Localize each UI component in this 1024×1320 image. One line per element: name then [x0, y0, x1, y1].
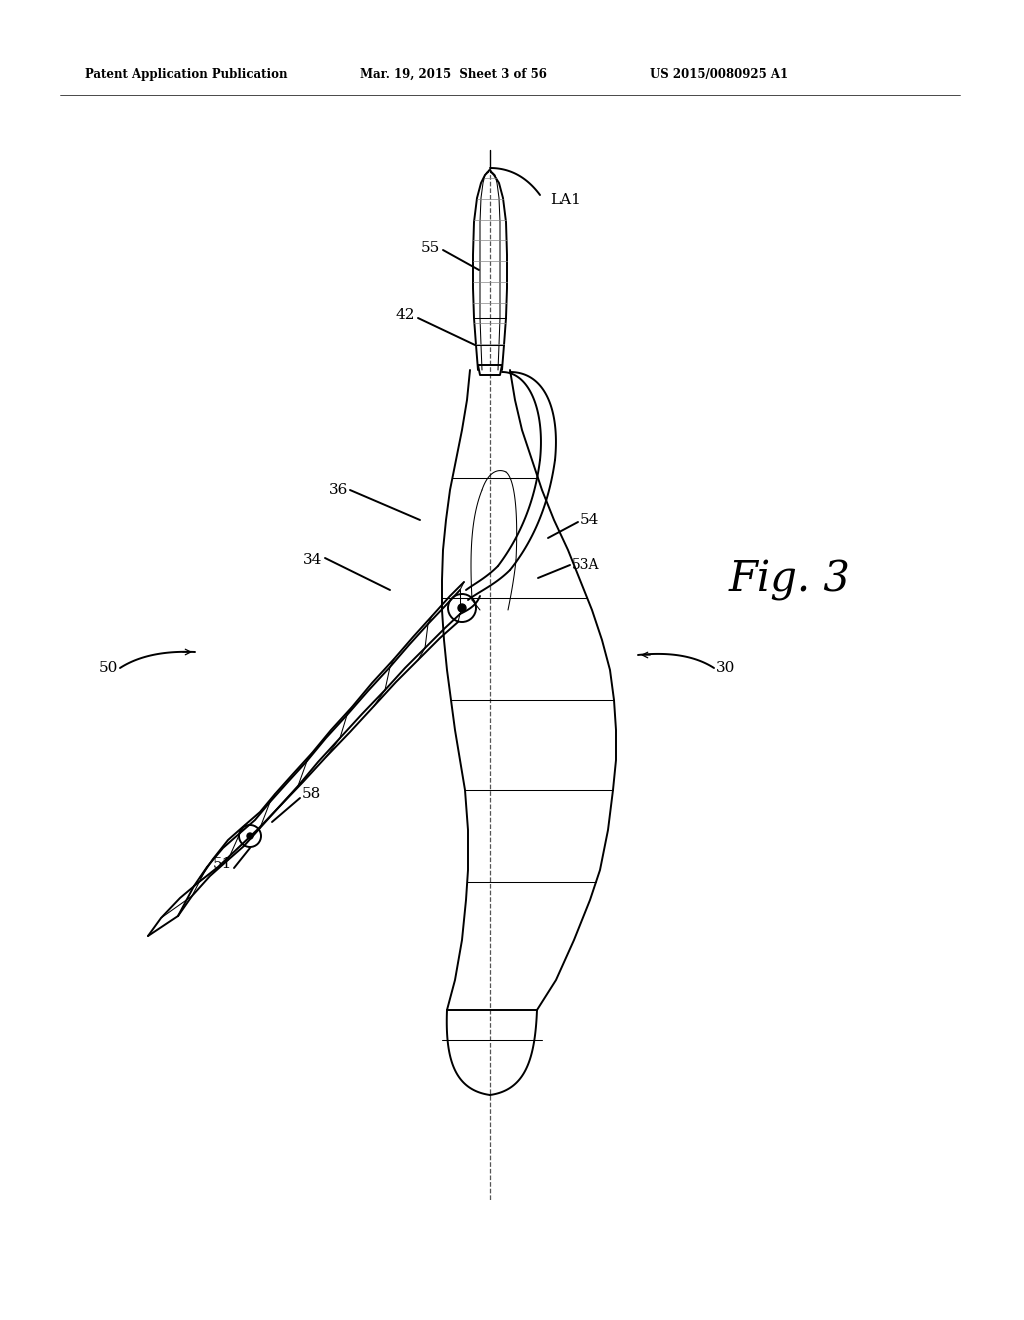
- Text: 51: 51: [213, 857, 232, 871]
- Text: 34: 34: [303, 553, 322, 568]
- Circle shape: [458, 605, 466, 612]
- Text: 36: 36: [329, 483, 348, 498]
- Text: Fig. 3: Fig. 3: [729, 558, 851, 601]
- Text: Mar. 19, 2015  Sheet 3 of 56: Mar. 19, 2015 Sheet 3 of 56: [360, 69, 547, 81]
- Text: 42: 42: [395, 308, 415, 322]
- Text: 30: 30: [716, 661, 735, 675]
- Text: 54: 54: [580, 513, 599, 527]
- Text: Patent Application Publication: Patent Application Publication: [85, 69, 288, 81]
- Text: 50: 50: [98, 661, 118, 675]
- Text: 53A: 53A: [572, 558, 599, 572]
- Circle shape: [247, 833, 253, 840]
- Text: LA1: LA1: [550, 193, 581, 207]
- Text: 58: 58: [302, 787, 322, 801]
- Text: 55: 55: [421, 242, 440, 255]
- Text: US 2015/0080925 A1: US 2015/0080925 A1: [650, 69, 788, 81]
